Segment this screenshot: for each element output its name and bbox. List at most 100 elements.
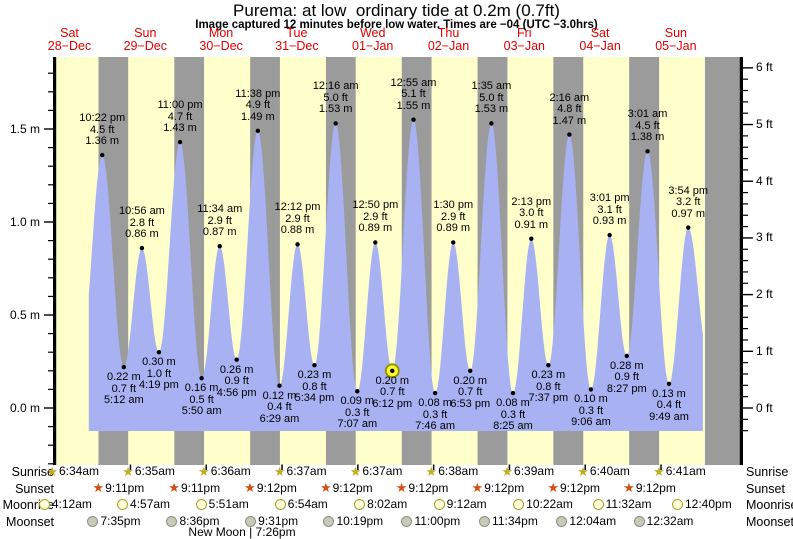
right-axis-major-tick: [740, 350, 753, 353]
astro-time: 10:22am: [526, 497, 573, 511]
tide-low-label: 0.30 m 1.0 ft 4:19 pm: [139, 356, 179, 392]
astro-time: 12:40pm: [685, 497, 732, 511]
astro-time: 9:11pm: [180, 480, 221, 495]
right-axis-minor-tick: [740, 282, 748, 284]
moonset-icon: [87, 515, 99, 527]
astro-event: 11:34pm: [479, 513, 538, 528]
astro-time: 11:34pm: [492, 513, 538, 528]
astro-row-label-right: Sunrise: [746, 465, 789, 479]
right-axis-minor-tick: [740, 169, 748, 171]
tide-extreme-dot: [373, 240, 378, 245]
right-axis-minor-tick: [740, 316, 748, 318]
right-axis-minor-tick: [740, 101, 748, 103]
astro-event: ★ 6:37am: [274, 465, 327, 478]
tide-high-label: 11:00 pm 4.7 ft 1.43 m: [157, 99, 203, 135]
bottom-day-tick: [660, 464, 662, 470]
astro-time: 8:36pm: [179, 513, 220, 528]
astro-event: 9:12am: [433, 498, 487, 511]
astro-event: 4:57am: [117, 498, 170, 511]
right-axis-tick-label: 5 ft: [756, 117, 773, 132]
astro-time: 9:12pm: [560, 480, 601, 495]
left-axis-minor-tick: [48, 295, 56, 297]
astro-time: 7:35pm: [100, 513, 141, 528]
sunrise-star-icon: ★: [198, 463, 210, 479]
sunrise-star-icon: ★: [577, 463, 589, 479]
moonset-icon: [556, 515, 568, 527]
astro-time: 12:32am: [646, 513, 694, 528]
moonset-icon: [479, 515, 491, 527]
sunrise-star-icon: ★: [349, 463, 362, 479]
right-axis-minor-tick: [740, 248, 748, 250]
sunset-star-icon: ★: [92, 480, 105, 495]
sunset-star-icon: ★: [547, 480, 559, 495]
moonrise-icon: [354, 499, 366, 510]
tide-high-label: 11:34 am 2.9 ft 0.87 m: [197, 203, 243, 239]
moonset-icon: [166, 515, 178, 527]
astro-row-label-right: Sunset: [746, 481, 785, 496]
tide-low-label: 0.09 m 0.3 ft 7:07 am: [337, 395, 378, 431]
sunset-star-icon: ★: [319, 480, 332, 495]
left-axis-minor-tick: [48, 72, 56, 74]
bottom-day-tick: [508, 464, 511, 470]
moonset-icon: [323, 515, 335, 527]
astro-time: 11:32am: [605, 497, 652, 511]
tide-extreme-dot: [139, 245, 145, 251]
astro-time: 6:36am: [210, 464, 251, 478]
astro-time: 6:38am: [438, 464, 479, 478]
tide-high-label: 12:16 am 5.0 ft 1.53 m: [312, 80, 359, 116]
left-axis-major-tick: [44, 128, 56, 130]
left-axis-line: [53, 57, 57, 465]
tide-extreme-dot: [177, 139, 183, 145]
astro-time: 9:12pm: [256, 480, 297, 495]
right-axis-major-tick: [740, 237, 753, 239]
astro-event: 12:40pm: [672, 498, 732, 511]
moonrise-icon: [513, 499, 525, 510]
tide-area: [88, 119, 703, 431]
astro-time: 11:00pm: [414, 513, 461, 528]
tide-extreme-dot: [624, 353, 629, 359]
astro-event: ★ 9:12pm: [547, 480, 601, 495]
moonrise-icon: [433, 499, 445, 510]
astro-event: ★ 9:11pm: [92, 480, 145, 495]
astro-time: 6:39am: [514, 464, 555, 478]
tide-high-label: 12:50 pm 2.9 ft 0.89 m: [352, 199, 399, 235]
sunrise-star-icon: ★: [122, 463, 134, 479]
tide-extreme-dot: [411, 117, 416, 122]
right-axis-minor-tick: [740, 157, 748, 160]
tide-high-label: 12:12 pm 2.9 ft 0.88 m: [274, 201, 321, 237]
left-axis-minor-tick: [48, 463, 56, 465]
sunrise-star-icon: ★: [501, 463, 514, 479]
astro-event: ★ 6:39am: [501, 465, 554, 478]
right-axis-minor-tick: [740, 328, 748, 330]
astro-event: ★ 6:36am: [198, 465, 251, 478]
day-label: Sat 28−Dec: [47, 26, 92, 53]
astro-time: 6:40am: [589, 464, 630, 478]
astro-time: 6:41am: [665, 464, 706, 478]
astro-time: 12:04am: [569, 513, 617, 528]
tide-extreme-dot: [451, 240, 456, 245]
left-axis-minor-tick: [48, 184, 56, 186]
day-label: Tue 31−Dec: [275, 26, 319, 53]
astro-time: 5:51am: [208, 497, 249, 511]
left-axis-minor-tick: [48, 351, 56, 353]
tide-extreme-dot: [607, 232, 612, 238]
right-axis-minor-tick: [740, 225, 748, 228]
astro-time: 6:37am: [362, 464, 403, 478]
tide-high-label: 10:22 pm 4.5 ft 1.36 m: [79, 112, 126, 148]
bottom-day-tick: [432, 464, 435, 470]
right-axis-minor-tick: [740, 135, 748, 137]
left-axis-minor-tick: [48, 240, 56, 242]
astro-event: ★ 6:35am: [122, 465, 175, 478]
left-axis-major-tick: [44, 407, 56, 409]
right-axis-minor-tick: [740, 146, 748, 148]
astro-time: 9:31pm: [258, 513, 299, 528]
astro-event: ★ 9:12pm: [623, 481, 676, 495]
right-axis-tick-label: 4 ft: [756, 173, 773, 188]
tide-low-label: 0.26 m 0.9 ft 4:56 pm: [216, 363, 257, 399]
astro-time: 6:34am: [58, 464, 100, 478]
astro-event: ★ 9:12pm: [396, 481, 449, 495]
bottom-day-tick: [129, 464, 132, 470]
right-axis-minor-tick: [740, 89, 748, 92]
astro-row-label-left: Sunrise: [11, 465, 54, 479]
left-axis-minor-tick: [48, 258, 56, 260]
